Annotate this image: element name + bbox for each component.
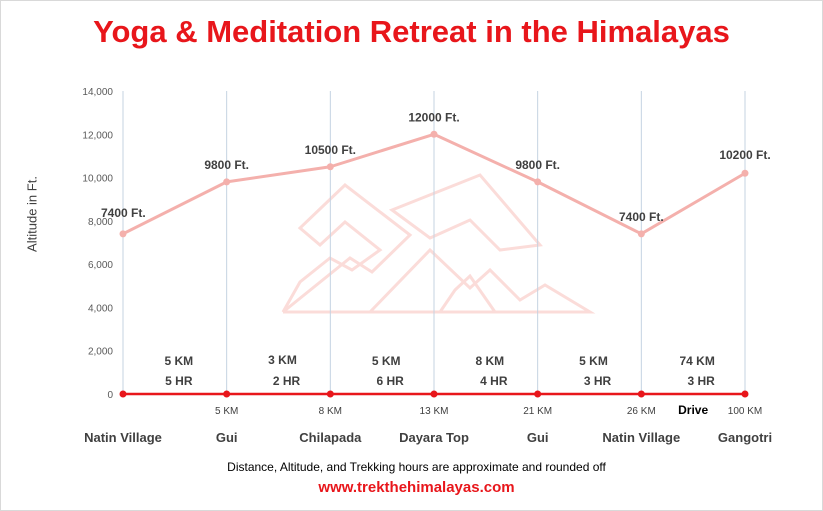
base-point (430, 390, 438, 398)
chart-title: Yoga & Meditation Retreat in the Himalay… (93, 14, 730, 49)
segment-time-label: 5 HR (165, 374, 193, 388)
place-label: Gangotri (718, 430, 772, 445)
altitude-data-label: 10200 Ft. (719, 148, 770, 162)
altitude-data-label: 7400 Ft. (619, 210, 664, 224)
y-tick-label: 0 (107, 390, 113, 401)
segment-time-label: 3 HR (584, 374, 612, 388)
altitude-point (741, 169, 749, 177)
segment-distance-label: 5 KM (164, 354, 193, 368)
altitude-point (637, 230, 645, 238)
y-tick-label: 14,000 (82, 87, 113, 98)
altitude-point (326, 163, 334, 171)
altitude-data-label: 12000 Ft. (408, 110, 459, 124)
altitude-data-label: 10500 Ft. (305, 143, 356, 157)
base-point (741, 390, 749, 398)
base-point (534, 390, 542, 398)
y-tick-label: 2,000 (88, 347, 113, 358)
watermark-logo (281, 173, 596, 314)
segment-distance-label: 74 KM (679, 354, 714, 368)
segment-distance-label: 5 KM (372, 354, 401, 368)
cumulative-distance-label: 21 KM (523, 406, 552, 417)
footer-url[interactable]: www.trekthehimalayas.com (318, 479, 515, 496)
segment-time-label: 2 HR (273, 374, 301, 388)
place-label: Gui (527, 430, 549, 445)
base-point (119, 390, 127, 398)
place-label: Chilapada (299, 430, 362, 445)
segment-time-label: 3 HR (687, 374, 715, 388)
place-label: Gui (216, 430, 238, 445)
y-tick-label: 4,000 (88, 303, 113, 314)
segment-time-label: 6 HR (376, 374, 404, 388)
footer-note: Distance, Altitude, and Trekking hours a… (227, 460, 606, 474)
place-label: Dayara Top (399, 430, 469, 445)
altitude-point (119, 230, 127, 238)
y-tick-label: 10,000 (82, 174, 113, 185)
base-point (326, 390, 334, 398)
cumulative-distance-label: 100 KM (728, 406, 762, 417)
segment-distance-label: 8 KM (475, 354, 504, 368)
y-tick-label: 12,000 (82, 130, 113, 141)
altitude-data-label: 7400 Ft. (101, 206, 146, 220)
altitude-data-label: 9800 Ft. (204, 158, 249, 172)
altitude-point (430, 130, 438, 138)
segment-time-label: 4 HR (480, 374, 508, 388)
base-point (637, 390, 645, 398)
altitude-data-label: 9800 Ft. (515, 158, 560, 172)
segment-distance-label: 3 KM (268, 353, 297, 367)
altitude-point (223, 178, 231, 186)
drive-label: Drive (678, 403, 708, 417)
segment-distance-label: 5 KM (579, 354, 608, 368)
cumulative-distance-label: 26 KM (627, 406, 656, 417)
place-label: Natin Village (602, 430, 680, 445)
y-tick-label: 8,000 (88, 217, 113, 228)
cumulative-distance-label: 8 KM (319, 406, 342, 417)
base-point (223, 390, 231, 398)
cumulative-distance-label: 13 KM (420, 406, 449, 417)
altitude-point (534, 178, 542, 186)
place-label: Natin Village (84, 430, 162, 445)
y-tick-label: 6,000 (88, 260, 113, 271)
cumulative-distance-label: 5 KM (215, 406, 238, 417)
